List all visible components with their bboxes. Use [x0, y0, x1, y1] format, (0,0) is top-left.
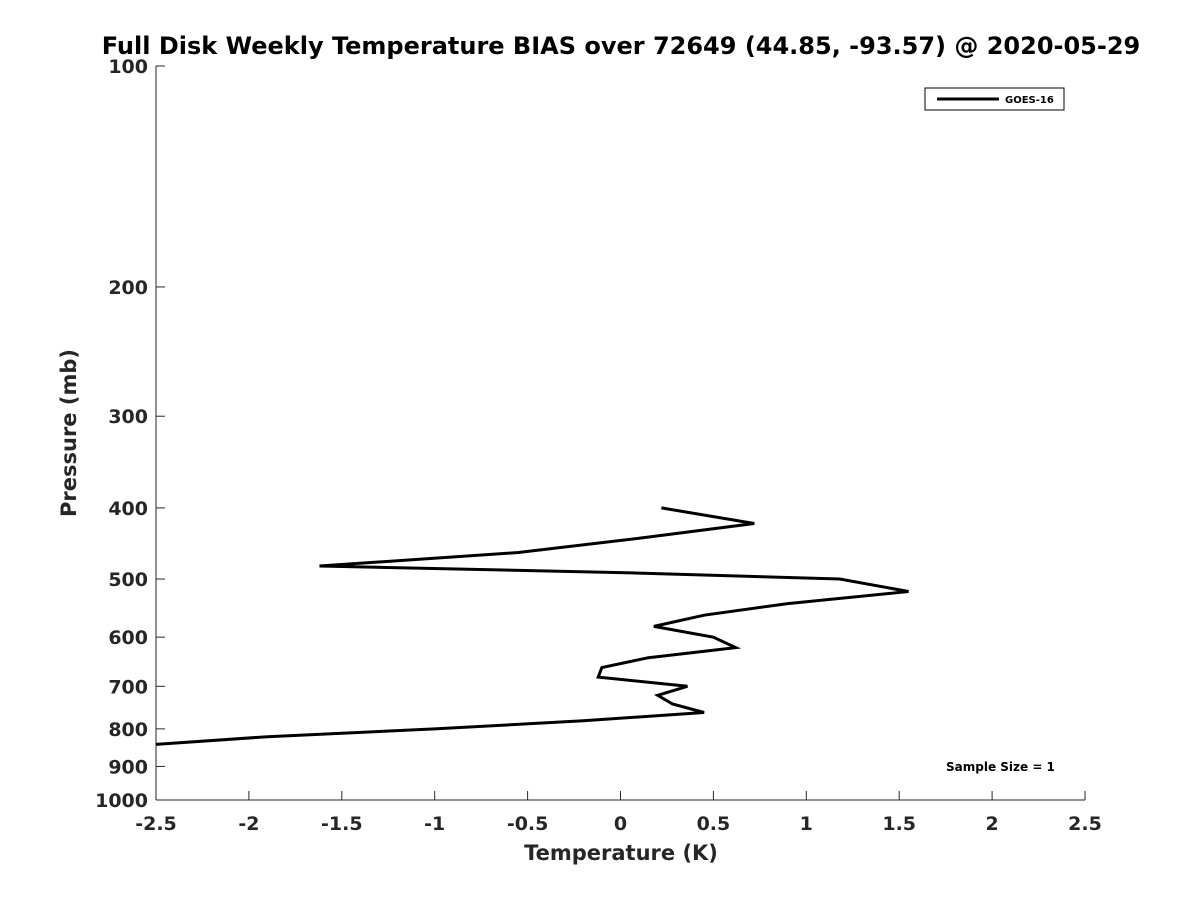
- chart-title: Full Disk Weekly Temperature BIAS over 7…: [102, 32, 1141, 60]
- ticks: -2.5 -2 -1.5 -1 -0.5 0 0.5 1 1.5 2 2.5 100 200 300 400…: [95, 56, 1102, 835]
- x-tick-label: 1.5: [882, 813, 916, 835]
- x-tick-label: 0: [614, 813, 627, 835]
- legend: GOES-16: [924, 87, 1065, 111]
- y-tick-label: 600: [108, 627, 148, 649]
- x-tick-label: -2: [238, 813, 259, 835]
- legend-label-goes-16: GOES-16: [1005, 95, 1054, 106]
- x-tick-label: 2: [985, 813, 998, 835]
- x-tick-label: -2.5: [135, 813, 177, 835]
- axes: [155, 66, 1085, 801]
- x-axis-label: Temperature (K): [524, 841, 718, 865]
- sample-size-note: Sample Size = 1: [946, 760, 1055, 774]
- y-tick-label: 400: [108, 498, 148, 520]
- series-line-goes-16: [155, 506, 909, 746]
- y-tick-label: 700: [108, 676, 148, 698]
- y-tick-label: 800: [108, 719, 148, 741]
- x-tick-label: -1.5: [321, 813, 363, 835]
- y-axis-label: Pressure (mb): [57, 349, 81, 517]
- y-tick-label: 1000: [95, 790, 148, 812]
- y-tick-label: 100: [108, 56, 148, 78]
- x-tick-label: 0.5: [697, 813, 731, 835]
- x-tick-label: -0.5: [507, 813, 549, 835]
- x-tick-label: -1: [424, 813, 445, 835]
- y-tick-label: 200: [108, 277, 148, 299]
- x-tick-label: 1: [800, 813, 813, 835]
- y-tick-label: 500: [108, 569, 148, 591]
- x-tick-label: 2.5: [1068, 813, 1102, 835]
- y-tick-label: 900: [108, 756, 148, 778]
- y-tick-label: 300: [108, 406, 148, 428]
